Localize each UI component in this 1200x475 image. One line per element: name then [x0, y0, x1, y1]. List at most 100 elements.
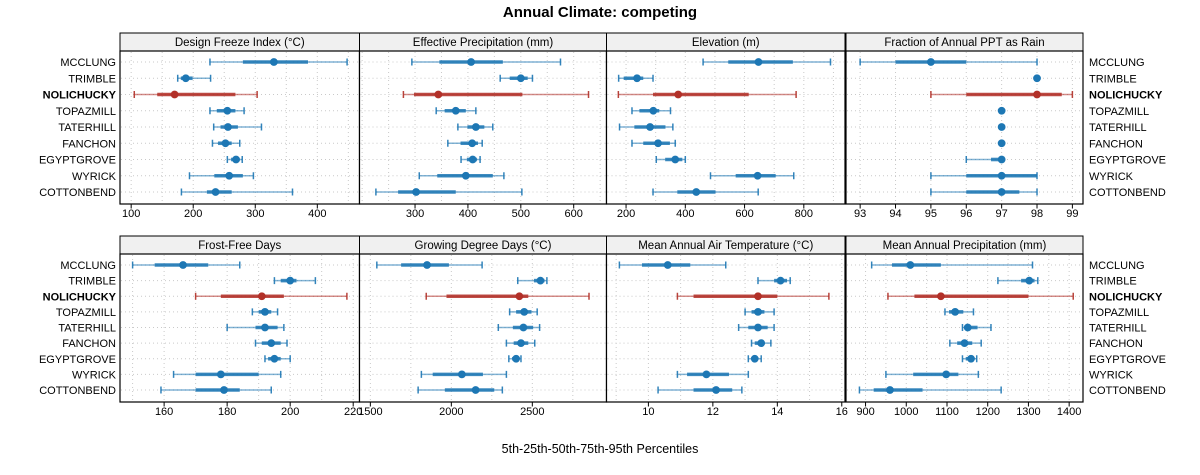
median-dot [232, 155, 240, 164]
station-label-right: FANCHON [1089, 138, 1143, 150]
station-label-left: MCCLUNG [60, 57, 116, 69]
median-dot [997, 155, 1006, 164]
median-dot [754, 292, 762, 301]
median-dot [224, 123, 232, 131]
median-dot [663, 261, 672, 269]
median-dot [926, 58, 935, 66]
station-label-left: FANCHON [62, 338, 116, 350]
axis-tick-label: 94 [889, 208, 901, 220]
median-dot [997, 188, 1006, 196]
median-dot [211, 188, 220, 196]
station-label-left: COTTONBEND [39, 187, 116, 199]
median-dot [468, 139, 477, 148]
station-label-right: TATERHILL [1089, 323, 1147, 335]
strip-title: Effective Precipitation (mm) [413, 37, 554, 49]
median-dot [457, 370, 466, 379]
station-label-right: MCCLUNG [1089, 57, 1145, 69]
median-dot [468, 155, 477, 164]
station-label-left: MCCLUNG [60, 260, 116, 272]
axis-tick-label: 600 [735, 208, 753, 220]
median-dot [906, 261, 915, 269]
axis-tick-label: 100 [122, 208, 140, 220]
median-dot [1025, 276, 1034, 285]
station-label-right: WYRICK [1089, 369, 1134, 381]
station-label-right: NOLICHUCKY [1089, 90, 1163, 102]
axis-tick-label: 98 [1031, 208, 1043, 220]
median-dot [1033, 74, 1041, 83]
median-dot [649, 106, 658, 115]
median-dot [942, 370, 951, 379]
median-dot [451, 106, 460, 115]
median-dot [221, 139, 230, 148]
median-dot [270, 354, 279, 363]
median-dot [179, 261, 187, 269]
median-dot [423, 261, 431, 269]
station-label-left: NOLICHUCKY [43, 291, 117, 303]
panel-box [605, 253, 846, 403]
station-label-right: MCCLUNG [1089, 260, 1145, 272]
median-dot [471, 123, 480, 131]
station-label-left: COTTONBEND [39, 385, 116, 397]
median-dot [512, 354, 521, 363]
median-dot [712, 386, 720, 394]
median-dot [520, 307, 529, 316]
strip-title: Design Freeze Index (°C) [175, 37, 305, 49]
median-dot [633, 74, 641, 83]
median-dot [654, 139, 662, 148]
median-dot [536, 276, 545, 285]
axis-tick-label: 1300 [1016, 406, 1040, 418]
axis-tick-label: 800 [795, 208, 813, 220]
median-dot [754, 58, 763, 66]
station-label-right: TOPAZMILL [1089, 307, 1149, 319]
median-dot [757, 339, 766, 348]
median-dot [225, 171, 234, 180]
axis-tick-label: 1500 [358, 406, 382, 418]
station-label-left: FANCHON [62, 138, 116, 150]
axis-tick-label: 1100 [935, 406, 959, 418]
station-label-right: TATERHILL [1089, 122, 1147, 134]
station-label-left: EGYPTGROVE [39, 155, 116, 167]
median-dot [170, 90, 179, 99]
median-dot [997, 171, 1006, 180]
station-label-right: TRIMBLE [1089, 73, 1137, 85]
station-label-right: COTTONBEND [1089, 187, 1166, 199]
median-dot [963, 323, 972, 332]
median-dot [467, 58, 475, 66]
chart-title: Annual Climate: competing [502, 4, 698, 21]
median-dot [516, 74, 525, 83]
median-dot [269, 58, 278, 66]
axis-tick-label: 400 [676, 208, 694, 220]
strip-title: Fraction of Annual PPT as Rain [884, 37, 1044, 49]
median-dot [671, 155, 680, 164]
station-label-right: FANCHON [1089, 338, 1143, 350]
median-dot [886, 386, 894, 394]
median-dot [960, 339, 969, 348]
station-label-left: WYRICK [72, 369, 117, 381]
median-dot [216, 370, 225, 379]
station-label-left: TOPAZMILL [56, 106, 116, 118]
axis-tick-label: 160 [155, 406, 173, 418]
station-label-left: TRIMBLE [68, 276, 116, 288]
station-label-left: WYRICK [72, 171, 117, 183]
median-dot [220, 386, 228, 394]
station-label-left: EGYPTGROVE [39, 354, 116, 366]
axis-tick-label: 10 [642, 406, 654, 418]
axis-tick-label: 220 [344, 406, 362, 418]
axis-tick-label: 200 [281, 406, 299, 418]
axis-tick-label: 180 [218, 406, 236, 418]
median-dot [692, 188, 701, 196]
median-dot [515, 292, 524, 301]
axis-tick-label: 95 [925, 208, 937, 220]
axis-tick-label: 93 [854, 208, 866, 220]
strip-title: Growing Degree Days (°C) [415, 240, 552, 252]
median-dot [646, 123, 654, 131]
station-label-left: TRIMBLE [68, 73, 116, 85]
axis-tick-label: 300 [246, 208, 264, 220]
median-dot [181, 74, 190, 83]
strip-title: Mean Annual Precipitation (mm) [883, 240, 1047, 252]
strip-title: Elevation (m) [692, 37, 760, 49]
axis-tick-label: 1400 [1057, 406, 1081, 418]
strip-title: Frost-Free Days [198, 240, 281, 252]
median-dot [412, 188, 420, 196]
station-label-left: NOLICHUCKY [43, 90, 117, 102]
